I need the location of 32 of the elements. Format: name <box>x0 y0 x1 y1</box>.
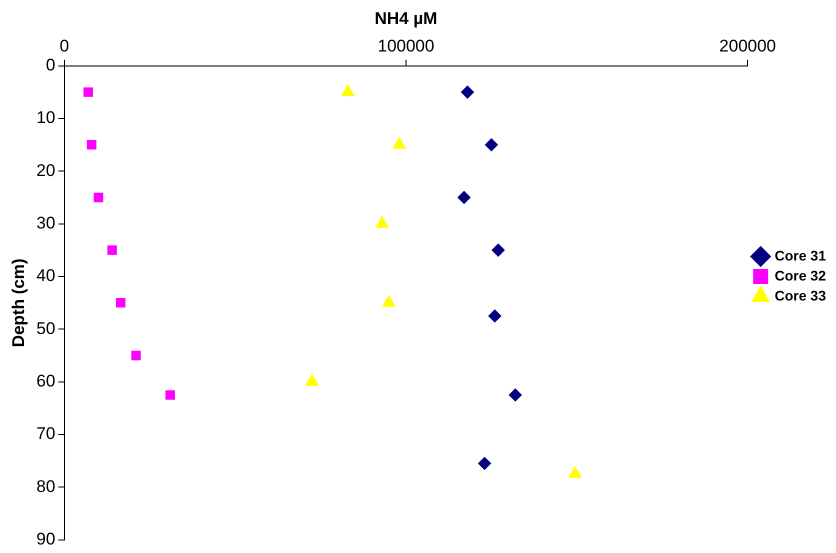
point <box>94 192 104 202</box>
y-tick-label: 20 <box>36 160 56 180</box>
point <box>478 456 492 470</box>
legend-label: Core 33 <box>774 287 826 304</box>
y-tick-label: 60 <box>36 371 56 390</box>
point <box>488 309 502 322</box>
y-tick-label: 80 <box>36 476 56 496</box>
x-tick-label: 200000 <box>719 36 776 56</box>
x-tick-label: 100000 <box>378 36 434 56</box>
x-tick-label: 0 <box>60 36 70 56</box>
legend-label: Core 32 <box>774 267 826 284</box>
y-tick-label: 40 <box>36 266 56 286</box>
point <box>458 190 471 204</box>
point <box>165 390 175 400</box>
x-axis-title: NH4 µM <box>374 8 438 28</box>
point <box>508 388 522 402</box>
y-tick-label: 50 <box>36 318 56 338</box>
point <box>86 140 96 150</box>
point <box>131 350 141 360</box>
point <box>492 244 505 257</box>
y-tick-label: 10 <box>36 108 56 128</box>
point <box>484 138 498 152</box>
legend-label: Core 31 <box>774 247 826 264</box>
y-tick-label: 70 <box>36 424 56 444</box>
y-tick-label: 30 <box>36 213 56 232</box>
y-tick-label: 90 <box>36 529 56 548</box>
point <box>116 298 126 308</box>
point <box>83 87 93 97</box>
point <box>107 245 117 255</box>
y-axis-title: Depth (cm) <box>8 258 28 348</box>
y-tick-label: 0 <box>46 55 56 74</box>
point <box>460 86 474 99</box>
